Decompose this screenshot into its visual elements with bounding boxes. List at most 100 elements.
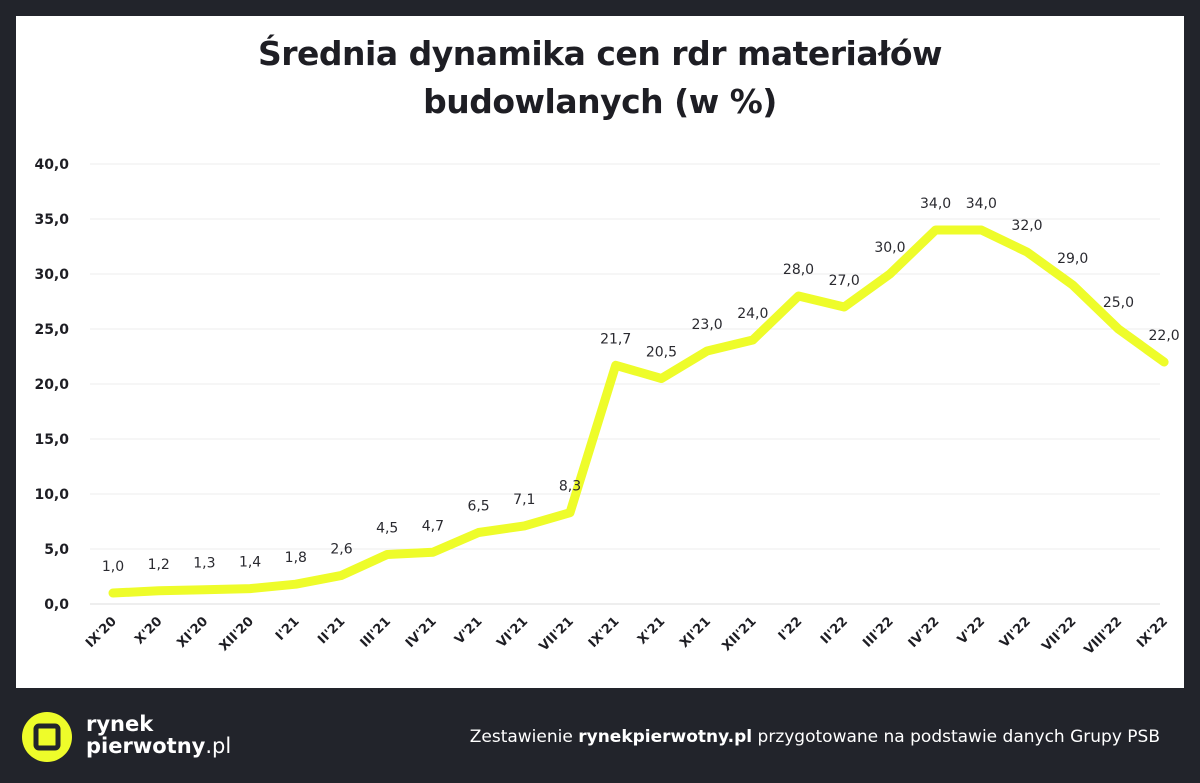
data-point <box>1072 284 1074 286</box>
y-tick-label: 5,0 <box>44 542 69 558</box>
x-tick-label: XII'20 <box>217 614 257 654</box>
y-tick-label: 15,0 <box>34 432 69 448</box>
credit-text-after: przygotowane na podstawie danych Grupy P… <box>752 727 1160 747</box>
x-tick-label: II'21 <box>315 614 348 647</box>
data-label: 1,0 <box>102 559 124 575</box>
data-point <box>1117 328 1119 330</box>
data-point <box>706 350 708 352</box>
data-label: 25,0 <box>1103 295 1134 311</box>
data-label: 1,8 <box>285 550 307 566</box>
data-point <box>569 512 571 514</box>
data-label: 28,0 <box>783 262 814 278</box>
data-label: 34,0 <box>920 196 951 212</box>
x-tick-label: V'22 <box>955 614 988 647</box>
y-tick-label: 30,0 <box>34 267 69 283</box>
y-axis-ticks: 0,0 5,0 10,0 15,0 20,0 25,0 30,0 35,0 40,0 <box>34 157 69 613</box>
y-tick-label: 35,0 <box>34 212 69 228</box>
brand-line-1: rynek <box>86 712 154 736</box>
x-tick-label: VIII'22 <box>1082 614 1126 658</box>
x-tick-label: V'21 <box>452 614 485 647</box>
data-point <box>889 273 891 275</box>
data-label: 23,0 <box>692 317 723 333</box>
chart-panel <box>16 16 1184 688</box>
data-point <box>660 378 662 379</box>
data-point <box>478 532 480 533</box>
x-tick-label: III'21 <box>358 614 394 650</box>
data-label: 1,3 <box>193 556 215 572</box>
x-tick-label: IV'21 <box>403 614 440 651</box>
x-tick-label: IX'20 <box>83 614 120 651</box>
x-tick-label: VI'22 <box>997 614 1034 651</box>
chart-title: Średnia dynamika cen rdr materiałów budo… <box>0 30 1200 126</box>
y-tick-label: 0,0 <box>44 597 69 613</box>
data-point <box>295 583 297 585</box>
data-label: 6,5 <box>467 499 489 515</box>
line-chart: 0,0 5,0 10,0 15,0 20,0 25,0 30,0 35,0 40,0 IX'20… <box>34 157 1180 658</box>
x-tick-label: VII'21 <box>537 614 577 654</box>
data-label: 22,0 <box>1149 328 1180 344</box>
data-point <box>249 588 251 590</box>
x-tick-label: X'21 <box>635 614 668 647</box>
y-tick-label: 20,0 <box>34 377 69 393</box>
chart-title-line-1: Średnia dynamika cen rdr materiałów <box>257 34 943 73</box>
x-tick-label: XII'21 <box>719 614 759 654</box>
y-tick-label: 40,0 <box>34 157 69 173</box>
brand-wordmark: rynek pierwotny.pl <box>86 713 231 757</box>
data-labels: 1,0 1,2 1,3 1,4 1,8 2,6 4,5 4,7 6,5 7,1 8,3 21,7 20,… <box>102 196 1180 575</box>
data-point <box>843 306 845 308</box>
data-label: 21,7 <box>600 331 631 347</box>
rynekpierwotny-logo-icon <box>22 712 72 762</box>
data-label: 34,0 <box>966 196 997 212</box>
x-tick-label: VII'22 <box>1039 614 1079 654</box>
x-tick-label: IV'22 <box>906 614 943 651</box>
data-point <box>615 364 617 366</box>
source-credit: Zestawienie rynekpierwotny.pl przygotowa… <box>470 727 1160 747</box>
data-label: 30,0 <box>874 240 905 256</box>
data-point <box>386 554 388 555</box>
x-tick-label: XI'21 <box>677 614 714 651</box>
data-point <box>980 229 982 231</box>
chart-title-line-2: budowlanych (w %) <box>423 82 777 121</box>
data-label: 4,5 <box>376 521 398 537</box>
data-label: 2,6 <box>330 541 352 557</box>
data-point <box>1026 251 1028 253</box>
y-tick-label: 10,0 <box>34 487 69 503</box>
series-line <box>108 225 1169 598</box>
data-point <box>203 589 205 591</box>
data-label: 1,2 <box>148 557 170 573</box>
x-tick-label: III'22 <box>860 614 896 650</box>
data-point <box>935 229 937 231</box>
x-tick-label: X'20 <box>132 614 165 647</box>
data-point <box>752 339 754 341</box>
credit-text-bold: rynekpierwotny.pl <box>578 727 753 747</box>
data-label: 24,0 <box>737 306 768 322</box>
data-label: 29,0 <box>1057 251 1088 267</box>
data-point <box>341 574 342 576</box>
data-point <box>432 551 434 553</box>
brand-suffix: .pl <box>205 734 232 758</box>
data-label: 4,7 <box>422 518 444 534</box>
x-axis-ticks: IX'20 X'20 XI'20 XII'20 I'21 II'21 III'21 IV'21… <box>83 614 1171 658</box>
x-tick-label: I'21 <box>273 614 303 644</box>
data-label: 27,0 <box>829 273 860 289</box>
data-label: 7,1 <box>513 492 535 508</box>
data-label: 1,4 <box>239 555 261 571</box>
data-point <box>523 525 525 527</box>
x-tick-label: XI'20 <box>175 614 212 651</box>
x-tick-label: I'22 <box>776 614 806 644</box>
data-point <box>112 592 114 594</box>
x-tick-label: VI'21 <box>494 614 531 651</box>
x-tick-label: II'22 <box>818 614 851 647</box>
data-point <box>158 590 160 592</box>
data-label: 8,3 <box>559 479 581 495</box>
gridlines <box>90 163 1160 605</box>
data-label: 20,5 <box>646 345 677 361</box>
brand-line-2: pierwotny <box>86 734 206 758</box>
data-label: 32,0 <box>1011 218 1042 234</box>
series-line-group <box>108 225 1169 598</box>
x-tick-label: IX'22 <box>1134 614 1171 651</box>
x-tick-label: IX'21 <box>586 614 623 651</box>
data-point <box>1163 361 1165 363</box>
y-tick-label: 25,0 <box>34 322 69 338</box>
credit-text-before: Zestawienie <box>469 727 579 747</box>
